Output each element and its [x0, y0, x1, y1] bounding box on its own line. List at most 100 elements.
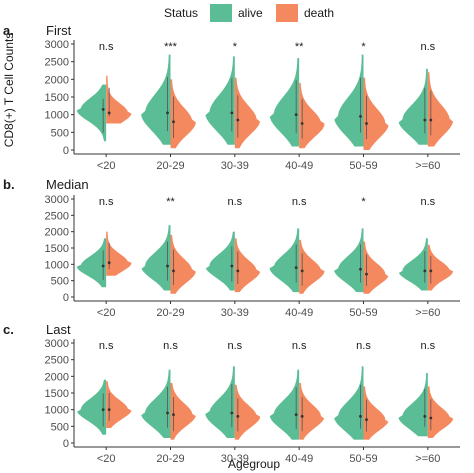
median-point-alive — [359, 115, 362, 118]
y-tick-label: 2500 — [45, 355, 69, 367]
significance-label: *** — [164, 41, 178, 53]
significance-label: n.s — [99, 41, 114, 53]
y-tick-label: 0 — [63, 145, 69, 157]
median-point-alive — [166, 411, 169, 415]
violin-half-alive — [141, 369, 171, 438]
panel-letter: c. — [3, 322, 14, 337]
median-point-alive — [423, 118, 427, 122]
median-point-death — [107, 261, 111, 265]
median-point-alive — [230, 111, 234, 115]
panel-title: First — [46, 23, 72, 38]
median-point-alive — [166, 264, 169, 268]
y-tick-label: 0 — [63, 438, 69, 450]
median-point-death — [172, 413, 175, 417]
median-point-death — [236, 269, 240, 273]
median-point-alive — [101, 408, 105, 412]
significance-label: n.s — [292, 340, 307, 352]
panels: a. First 0 500 1000 1500 2000 2500 3000 <20 n.s 20-… — [3, 23, 460, 465]
y-tick-label: 500 — [51, 421, 69, 433]
significance-label: * — [361, 196, 366, 208]
x-tick-label: 50-59 — [349, 307, 377, 319]
x-tick-label: >=60 — [415, 160, 440, 172]
violin-half-alive — [205, 56, 235, 145]
y-tick-label: 1000 — [45, 405, 69, 417]
violin-half-alive — [141, 54, 171, 145]
violin-half-alive — [398, 373, 428, 437]
violin-half-death — [299, 239, 325, 294]
x-tick-label: 40-49 — [285, 307, 313, 319]
x-tick-label: 30-39 — [221, 307, 249, 319]
panel-1: a. First 0 500 1000 1500 2000 2500 3000 <20 n.s 20-… — [3, 23, 460, 172]
y-tick-label: 1000 — [45, 110, 69, 122]
significance-label: ** — [295, 41, 304, 53]
significance-label: n.s — [99, 340, 114, 352]
violin-half-death — [363, 386, 389, 440]
violin-half-alive — [76, 238, 107, 288]
violin-half-alive — [398, 68, 428, 145]
significance-label: n.s — [292, 196, 307, 208]
significance-label: n.s — [420, 196, 435, 208]
violin-half-alive — [269, 228, 300, 293]
legend-label-death: death — [304, 6, 334, 20]
panel-letter: b. — [3, 177, 15, 192]
violin-half-death — [427, 72, 454, 147]
panel-2: b. Median 0 500 1000 1500 2000 2500 3000 <20 n.s 20… — [3, 177, 460, 319]
median-point-alive — [230, 264, 234, 268]
x-tick-label: <20 — [97, 307, 116, 319]
median-point-death — [172, 120, 175, 124]
violin-half-alive — [76, 84, 107, 142]
violin-half-alive — [398, 238, 428, 291]
x-tick-label: 30-39 — [221, 453, 249, 465]
violin-half-alive — [334, 228, 364, 293]
violin-half-alive — [205, 366, 235, 438]
violin-half-death — [299, 82, 325, 149]
median-point-death — [300, 414, 304, 418]
x-tick-label: 20-29 — [156, 307, 184, 319]
significance-label: n.s — [420, 41, 435, 53]
violin-half-alive — [77, 379, 107, 435]
y-tick-label: 2500 — [45, 210, 69, 222]
violin-half-death — [234, 77, 261, 149]
median-point-alive — [294, 413, 298, 417]
significance-label: ** — [166, 196, 175, 208]
legend: Status alive death — [164, 4, 334, 22]
x-tick-label: 30-39 — [221, 160, 249, 172]
significance-label: n.s — [356, 340, 371, 352]
y-tick-label: 2000 — [45, 74, 69, 86]
y-tick-label: 3000 — [45, 338, 69, 350]
y-tick-label: 3000 — [45, 39, 69, 51]
x-tick-label: 50-59 — [349, 453, 377, 465]
y-tick-label: 1500 — [45, 92, 69, 104]
x-tick-label: >=60 — [415, 307, 440, 319]
x-tick-label: 50-59 — [349, 160, 377, 172]
violin-half-death — [106, 381, 132, 428]
x-tick-label: 40-49 — [285, 160, 313, 172]
x-tick-label: <20 — [97, 453, 116, 465]
panel-3: c. Last 0 500 1000 1500 2000 2500 3000 <20 n.s 20-2… — [3, 322, 460, 465]
violin-half-alive — [141, 225, 171, 291]
violin-half-death — [234, 238, 261, 293]
violin-half-death — [170, 234, 196, 294]
violin-half-alive — [205, 231, 235, 291]
violin-half-alive — [334, 366, 364, 440]
panel-title: Median — [46, 177, 89, 192]
x-tick-label: <20 — [97, 160, 116, 172]
violin-half-death — [363, 241, 389, 294]
legend-swatch-alive — [210, 4, 232, 22]
median-point-death — [429, 269, 433, 273]
y-tick-label: 2000 — [45, 227, 69, 239]
y-tick-label: 500 — [51, 127, 69, 139]
median-point-alive — [423, 269, 427, 273]
y-tick-label: 2000 — [45, 371, 69, 383]
median-point-alive — [294, 266, 298, 269]
x-tick-label: >=60 — [415, 453, 440, 465]
legend-swatch-death — [276, 4, 298, 22]
median-point-death — [107, 408, 111, 412]
median-point-alive — [359, 267, 362, 271]
median-point-alive — [101, 264, 105, 268]
median-point-death — [236, 414, 240, 418]
violin-half-death — [427, 244, 454, 291]
violin-half-death — [106, 231, 132, 276]
violin-half-death — [106, 75, 132, 124]
median-point-death — [365, 418, 368, 422]
